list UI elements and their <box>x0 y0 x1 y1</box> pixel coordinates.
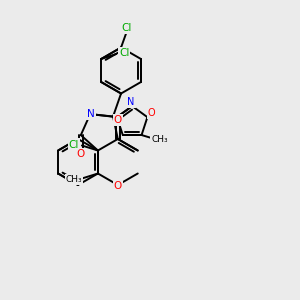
Text: O: O <box>114 181 122 191</box>
Text: Cl: Cl <box>69 140 79 149</box>
Text: N: N <box>87 109 95 119</box>
Text: CH₃: CH₃ <box>66 175 82 184</box>
Text: N: N <box>128 97 135 107</box>
Text: Cl: Cl <box>122 22 132 32</box>
Text: CH₃: CH₃ <box>151 134 168 143</box>
Text: O: O <box>148 108 155 118</box>
Text: O: O <box>114 115 122 125</box>
Text: Cl: Cl <box>119 48 129 58</box>
Text: O: O <box>77 149 85 159</box>
